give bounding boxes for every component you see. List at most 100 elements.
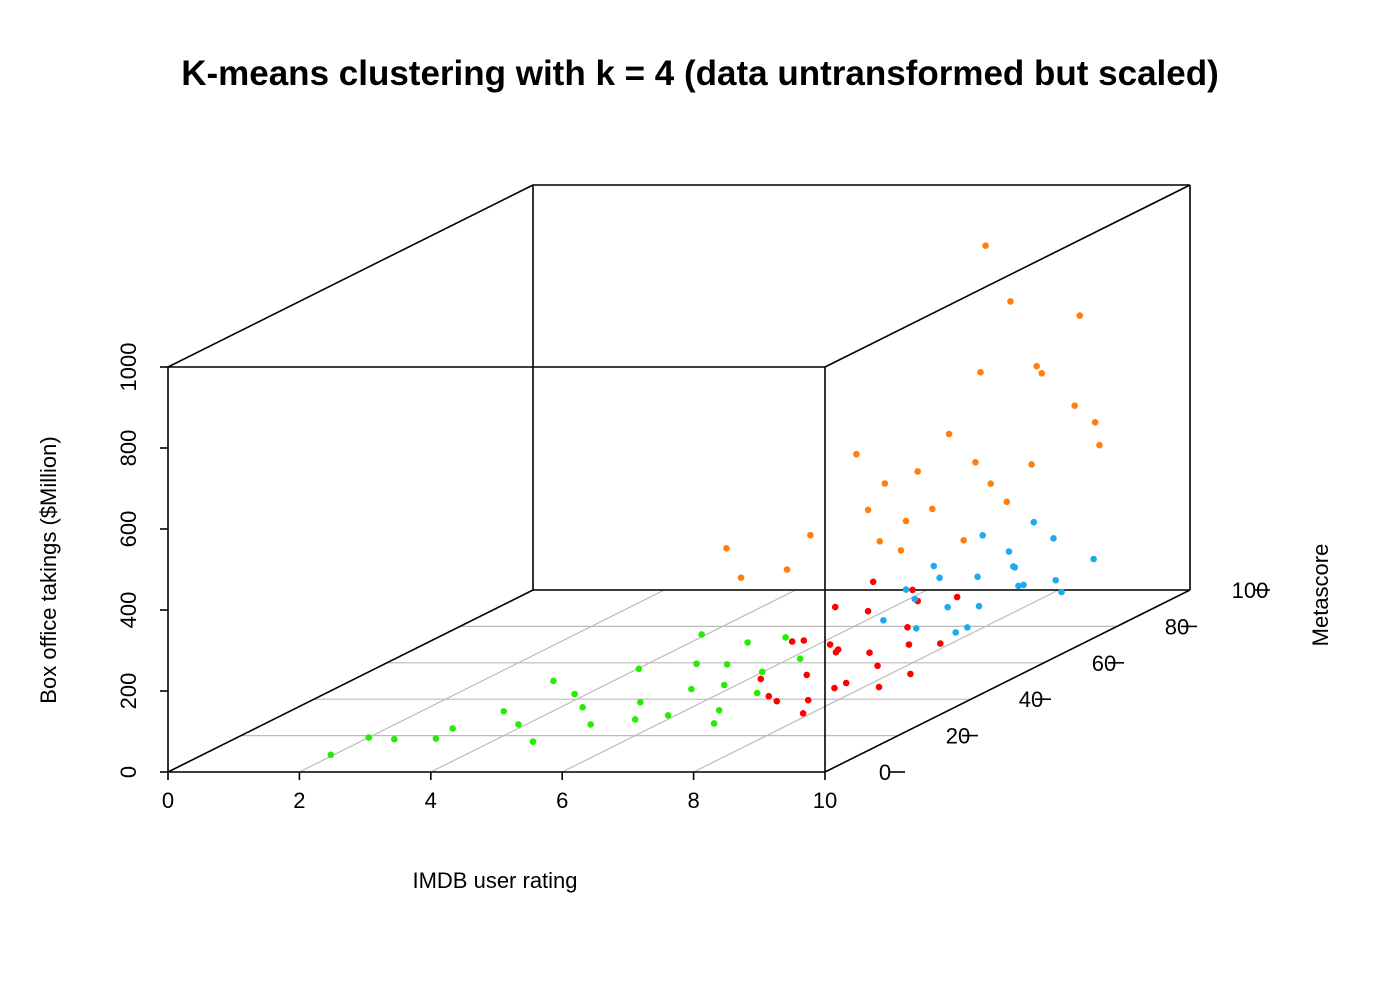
point [723,661,731,668]
point [1028,461,1035,468]
y-tick-label: 60 [1092,651,1116,676]
y-axis-label: Metascore [1308,544,1333,647]
point [831,603,839,611]
point [782,634,789,641]
point [723,545,730,552]
point [635,665,643,673]
axis-box [824,184,1191,368]
point [1071,402,1078,410]
point [765,692,773,700]
point [977,368,984,376]
point [500,708,508,715]
z-tick-label: 200 [116,673,141,710]
point [1005,548,1013,555]
point [881,480,889,487]
point [1020,581,1027,589]
point [875,683,883,691]
point [637,698,644,706]
point [664,712,672,719]
point [1090,555,1097,563]
point [902,517,910,525]
point [864,607,872,615]
point [826,641,834,648]
point [1076,312,1084,319]
point [937,640,944,647]
point [1096,441,1103,449]
point [571,690,578,698]
point [587,721,594,728]
y-tick-label: 40 [1019,687,1043,712]
point [631,716,639,723]
x-axis-label: IMDB user rating [412,868,577,893]
point [930,562,938,570]
point [432,735,440,742]
z-tick-label: 0 [116,766,141,778]
y-tick-label: 0 [879,760,891,785]
z-axis-label: Box office takings ($Million) [36,436,61,703]
point [1038,370,1046,377]
point [710,720,718,727]
point [529,738,537,745]
point [803,671,811,679]
point [744,639,751,646]
point [964,624,971,631]
point [1007,298,1014,305]
point [909,586,916,594]
point [1003,498,1011,506]
z-tick-label: 800 [116,430,141,467]
point [972,459,979,466]
point [874,662,881,670]
point [864,506,872,514]
axis-box [167,184,534,368]
x-tick-label: 10 [813,788,837,813]
x-tick-label: 4 [425,788,437,813]
point [974,573,981,581]
point [945,430,953,438]
z-tick-label: 1000 [116,343,141,392]
point [773,697,781,705]
point [758,668,766,676]
point [897,547,905,554]
point [1058,588,1065,596]
x-tick-label: 6 [556,788,568,813]
point [715,707,723,714]
point [579,703,586,711]
point [1091,419,1099,426]
grid-line [693,589,1059,773]
x-tick-label: 2 [293,788,305,813]
x-tick-label: 8 [687,788,699,813]
grid-line [430,589,797,773]
point [449,725,457,732]
point [1050,535,1057,542]
y-tick-label: 80 [1165,614,1189,639]
point [391,735,398,743]
point [905,641,913,648]
point [1010,563,1017,570]
point [693,660,700,668]
point [907,670,914,678]
point [688,685,695,693]
point [904,624,911,631]
grid-line [561,589,928,773]
point [929,505,936,513]
point [788,638,796,645]
chart-title: K-means clustering with k = 4 (data untr… [181,54,1219,93]
grid-line [299,589,665,773]
point [936,574,943,582]
z-tick-label: 400 [116,592,141,629]
point [866,649,873,656]
point [783,566,791,573]
point [902,586,910,593]
point [757,675,765,683]
point [944,603,951,611]
point [1052,576,1059,584]
point [979,532,986,539]
point [753,689,761,697]
point [853,450,860,458]
point [550,677,557,685]
point [1033,362,1040,370]
point [842,679,850,687]
point [914,468,922,475]
point [800,637,808,644]
point [365,734,373,741]
